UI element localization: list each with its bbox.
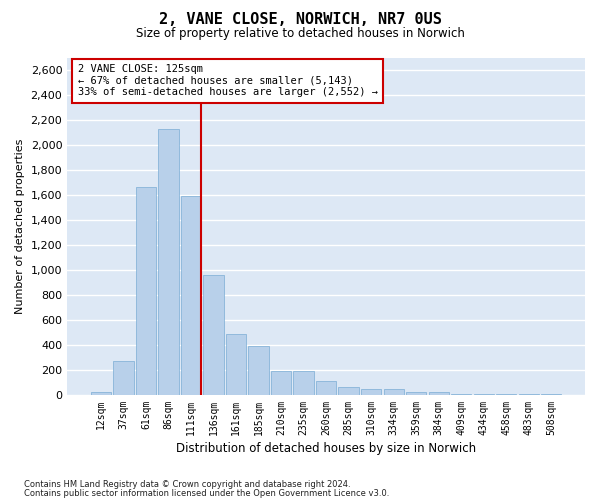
Bar <box>496 394 517 395</box>
Bar <box>226 334 246 395</box>
Bar <box>383 388 404 395</box>
Bar <box>91 392 111 395</box>
Bar <box>203 275 224 395</box>
Bar <box>316 380 336 395</box>
Text: Contains HM Land Registry data © Crown copyright and database right 2024.: Contains HM Land Registry data © Crown c… <box>24 480 350 489</box>
Bar <box>451 394 472 395</box>
Text: Size of property relative to detached houses in Norwich: Size of property relative to detached ho… <box>136 28 464 40</box>
Bar <box>518 394 539 395</box>
Bar <box>113 361 134 395</box>
X-axis label: Distribution of detached houses by size in Norwich: Distribution of detached houses by size … <box>176 442 476 455</box>
Bar <box>428 392 449 395</box>
Bar <box>338 387 359 395</box>
Bar <box>473 394 494 395</box>
Bar <box>406 392 427 395</box>
Y-axis label: Number of detached properties: Number of detached properties <box>15 138 25 314</box>
Bar <box>271 370 291 395</box>
Text: 2, VANE CLOSE, NORWICH, NR7 0US: 2, VANE CLOSE, NORWICH, NR7 0US <box>158 12 442 28</box>
Bar <box>181 196 201 395</box>
Text: 2 VANE CLOSE: 125sqm
← 67% of detached houses are smaller (5,143)
33% of semi-de: 2 VANE CLOSE: 125sqm ← 67% of detached h… <box>77 64 377 98</box>
Bar <box>136 188 156 395</box>
Text: Contains public sector information licensed under the Open Government Licence v3: Contains public sector information licen… <box>24 489 389 498</box>
Bar <box>361 388 381 395</box>
Bar <box>158 128 179 395</box>
Bar <box>248 346 269 395</box>
Bar <box>293 370 314 395</box>
Bar <box>541 394 562 395</box>
